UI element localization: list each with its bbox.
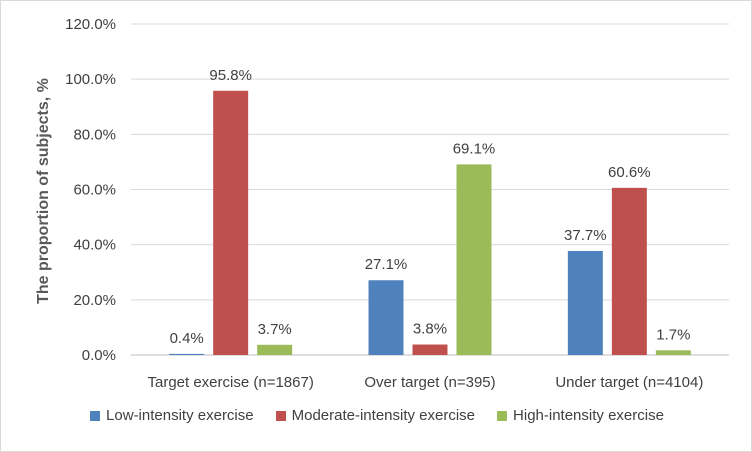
legend-swatch	[275, 410, 286, 421]
x-tick-label: Under target (n=4104)	[555, 374, 703, 391]
data-label: 69.1%	[453, 140, 496, 157]
bar	[169, 353, 205, 355]
y-tick-label: 80.0%	[73, 126, 116, 143]
bar-chart: 0.0% 20.0% 40.0% 60.0% 80.0% 100.0% 120.0% 0.4…	[35, 16, 729, 391]
data-labels: 0.4% 95.8% 3.7% 27.1% 3.8% 69.1% 37.7% 60.6% 1.7…	[170, 67, 691, 347]
bar	[567, 251, 603, 355]
data-label: 3.7%	[258, 321, 292, 338]
data-label: 1.7%	[656, 326, 690, 343]
data-label: 27.1%	[365, 256, 408, 273]
y-tick-label: 120.0%	[65, 16, 116, 33]
legend-label: High-intensity exercise	[513, 407, 664, 424]
bars	[169, 90, 691, 356]
data-label: 37.7%	[564, 227, 607, 244]
bar	[257, 344, 293, 355]
legend-item: High-intensity exercise	[497, 407, 664, 424]
bar	[655, 350, 691, 355]
y-tick-label: 60.0%	[73, 182, 116, 199]
bar	[456, 164, 492, 355]
legend-label: Moderate-intensity exercise	[291, 407, 476, 424]
data-label: 60.6%	[608, 164, 651, 181]
bar	[213, 90, 249, 356]
y-axis-label: The proportion of subjects, %	[35, 78, 52, 304]
bar	[412, 344, 448, 355]
y-tick-label: 100.0%	[65, 71, 116, 88]
legend: Low-intensity exercise Moderate-intensity…	[1, 407, 752, 424]
data-label: 0.4%	[170, 330, 204, 347]
x-axis-ticks: Target exercise (n=1867) Over target (n=3…	[147, 374, 703, 391]
data-label: 95.8%	[209, 67, 252, 84]
bar	[368, 280, 404, 355]
y-tick-label: 20.0%	[73, 292, 116, 309]
legend-label: Low-intensity exercise	[106, 407, 254, 424]
legend-swatch	[90, 410, 101, 421]
y-axis-ticks: 0.0% 20.0% 40.0% 60.0% 80.0% 100.0% 120.0%	[65, 16, 116, 364]
x-tick-label: Target exercise (n=1867)	[147, 374, 313, 391]
bar	[611, 187, 647, 355]
legend-swatch	[497, 410, 508, 421]
y-tick-label: 0.0%	[82, 347, 116, 364]
legend-item: Moderate-intensity exercise	[275, 407, 476, 424]
data-label: 3.8%	[413, 321, 447, 338]
legend-item: Low-intensity exercise	[90, 407, 254, 424]
x-tick-label: Over target (n=395)	[364, 374, 495, 391]
y-tick-label: 40.0%	[73, 237, 116, 254]
